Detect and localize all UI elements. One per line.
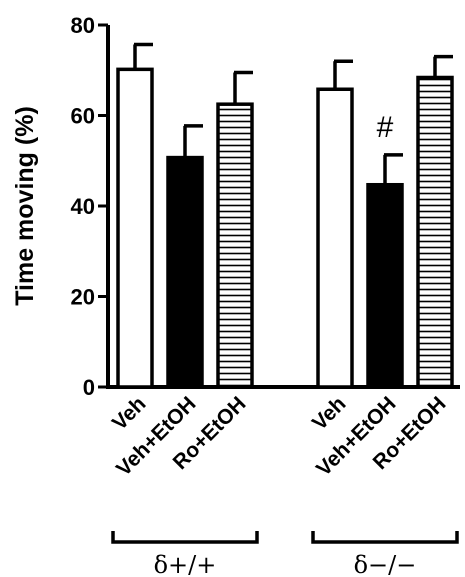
bar (366, 182, 404, 389)
group-bracket (311, 531, 459, 544)
y-tick-label: 20 (71, 285, 95, 310)
category-label: Veh (308, 392, 351, 435)
y-tick-label: 60 (71, 104, 95, 129)
group-bracket (111, 531, 259, 544)
bar (166, 155, 204, 389)
bar (416, 75, 454, 389)
y-tick-label: 0 (83, 375, 95, 400)
y-axis-label: Time moving (%) (11, 106, 39, 306)
bar (316, 87, 354, 389)
significance-annotation: # (377, 111, 394, 144)
y-tick-label: 40 (71, 194, 95, 219)
group-label: δ+/+ (154, 551, 217, 577)
y-tick-label: 80 (71, 13, 95, 38)
group-label: δ−/− (354, 551, 417, 577)
category-label: Veh (108, 392, 151, 435)
bar (216, 102, 254, 389)
bar (116, 67, 154, 389)
